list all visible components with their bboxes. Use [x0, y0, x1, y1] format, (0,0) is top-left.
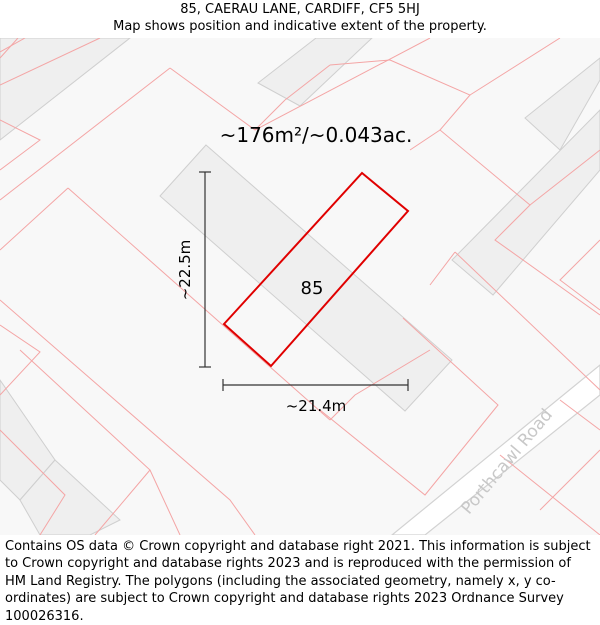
width-label: ~21.4m: [286, 397, 347, 415]
copyright-notice: Contains OS data © Crown copyright and d…: [5, 539, 591, 624]
building-footprints: [0, 38, 600, 535]
width-dimension-line: [222, 379, 409, 391]
property-map[interactable]: ~176m²/~0.043ac. 85 ~22.5m ~21.4m Porthc…: [0, 38, 600, 535]
porthcawl-road: [391, 364, 600, 535]
height-label: ~22.5m: [176, 240, 194, 301]
map-subtitle: Map shows position and indicative extent…: [113, 19, 487, 34]
property-address: 85, CAERAU LANE, CARDIFF, CF5 5HJ: [180, 2, 420, 17]
area-label: ~176m²/~0.043ac.: [220, 123, 413, 147]
property-boundary[interactable]: [222, 171, 410, 368]
parcel-boundaries: [0, 38, 600, 535]
building-main: [159, 144, 453, 412]
map-canvas[interactable]: ~176m²/~0.043ac. 85 ~22.5m ~21.4m Porthc…: [0, 38, 600, 535]
plot-number: 85: [301, 278, 324, 299]
map-header: 85, CAERAU LANE, CARDIFF, CF5 5HJ Map sh…: [0, 0, 600, 39]
height-dimension-line: [199, 171, 211, 368]
